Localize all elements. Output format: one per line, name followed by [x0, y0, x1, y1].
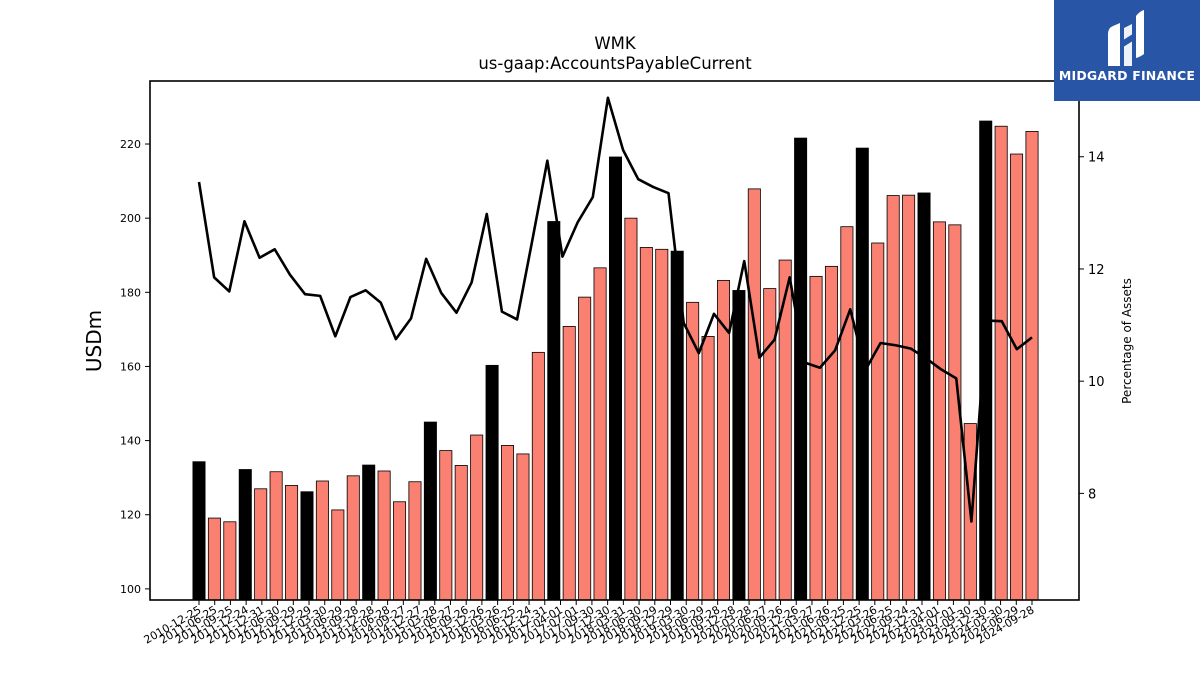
line-layer [197, 96, 1033, 523]
bar [254, 488, 268, 601]
bar [531, 351, 545, 601]
bar [902, 194, 916, 601]
y-tick-label: 200 [120, 212, 141, 225]
bar [932, 221, 946, 601]
bar [994, 125, 1008, 601]
bar [624, 217, 638, 601]
bar [824, 265, 838, 601]
brand-name: MIDGARD FINANCE [1058, 68, 1196, 83]
bar [346, 475, 360, 601]
bar [485, 364, 499, 601]
y2-tick-label: 8 [1088, 487, 1096, 502]
bar [547, 221, 561, 601]
bar [285, 485, 299, 601]
bar [655, 248, 669, 601]
bar [855, 147, 869, 601]
chart-subtitle: us-gaap:AccountsPayableCurrent [478, 54, 752, 73]
bar [1010, 153, 1024, 601]
bar [393, 501, 407, 601]
bar [315, 480, 329, 601]
bar [470, 434, 484, 601]
bar [562, 326, 576, 601]
bar [886, 195, 900, 601]
y-tick-label: 180 [120, 286, 141, 299]
bar [439, 450, 453, 601]
bar [423, 421, 437, 601]
bar [207, 517, 221, 601]
series-line [197, 96, 1033, 523]
bar [593, 267, 607, 601]
bar [701, 336, 715, 601]
y2-tick-label: 10 [1088, 375, 1105, 390]
y-tick-label: 120 [120, 509, 141, 522]
bars-layer [192, 120, 1039, 601]
y-tick-label: 100 [120, 583, 141, 596]
bar [331, 509, 345, 601]
bar [732, 290, 746, 601]
bar [639, 247, 653, 601]
bar [362, 464, 376, 601]
bar [516, 453, 530, 601]
bar [917, 192, 931, 601]
bar [871, 242, 885, 601]
y-tick-label: 160 [120, 360, 141, 373]
midgard-m-logo-icon [1108, 10, 1144, 66]
bar [238, 469, 252, 601]
bar [192, 461, 206, 601]
bar [377, 470, 391, 601]
plot-frame [149, 80, 1080, 601]
bar [763, 288, 777, 601]
bar [747, 188, 761, 601]
bar [454, 465, 468, 601]
bar [609, 156, 623, 601]
bar [408, 481, 422, 601]
bar [840, 226, 854, 601]
y2-tick-label: 14 [1088, 151, 1105, 166]
bar [794, 137, 808, 601]
bar [716, 280, 730, 601]
bar [578, 296, 592, 601]
y-tick-label: 140 [120, 435, 141, 448]
bar [979, 120, 993, 601]
y-tick-label: 220 [120, 138, 141, 151]
brand-logo: MIDGARD FINANCE [1054, 0, 1200, 101]
bar [501, 445, 515, 601]
bar [269, 471, 283, 601]
bar [1025, 131, 1039, 601]
y2-axis-label: Percentage of Assets [1120, 278, 1134, 404]
y-axis-label: USDm [82, 310, 106, 372]
bar [809, 275, 823, 601]
y2-tick-label: 12 [1088, 263, 1105, 278]
bar [300, 491, 314, 601]
chart-title: WMK [594, 34, 637, 53]
bar [223, 521, 237, 601]
